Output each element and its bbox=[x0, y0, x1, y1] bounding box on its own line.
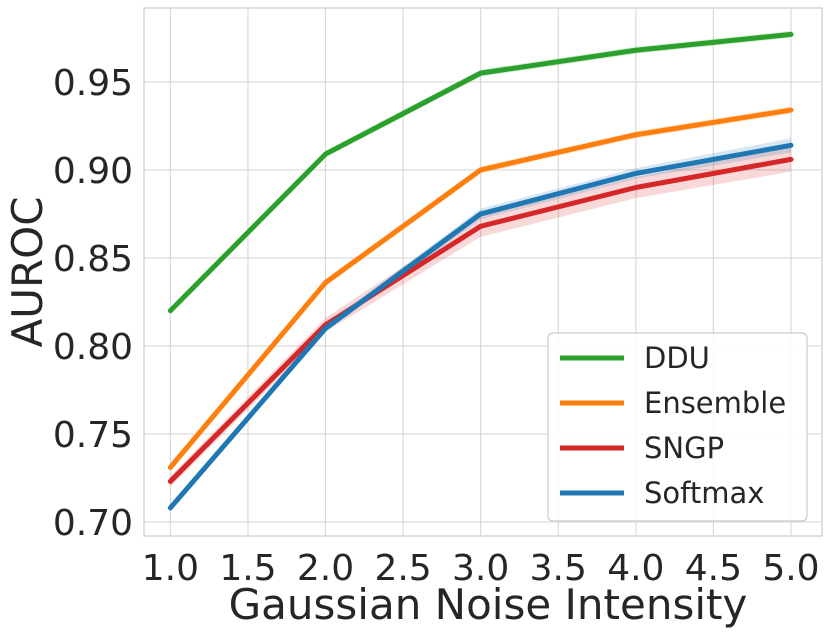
x-tick-label: 3.0 bbox=[452, 548, 509, 589]
x-tick-labels: 1.0 1.5 2.0 2.5 3.0 3.5 4.0 4.5 5.0 bbox=[142, 548, 820, 589]
x-axis-title: Gaussian Noise Intensity bbox=[229, 580, 748, 629]
y-tick-label: 0.75 bbox=[53, 415, 133, 456]
x-tick-label: 4.0 bbox=[607, 548, 664, 589]
x-tick-label: 4.5 bbox=[685, 548, 742, 589]
legend-label-ensemble: Ensemble bbox=[644, 386, 786, 420]
x-tick-label: 2.5 bbox=[374, 548, 431, 589]
x-tick-label: 2.0 bbox=[297, 548, 354, 589]
x-tick-label: 1.5 bbox=[219, 548, 276, 589]
series-lines bbox=[167, 31, 794, 511]
y-tick-label: 0.95 bbox=[53, 63, 133, 104]
legend-label-softmax: Softmax bbox=[644, 476, 764, 510]
y-tick-labels: 0.70 0.75 0.80 0.85 0.90 0.95 bbox=[53, 63, 133, 544]
y-tick-label: 0.85 bbox=[53, 239, 133, 280]
x-tick-label: 5.0 bbox=[762, 548, 819, 589]
y-axis-title: AUROC bbox=[3, 196, 52, 347]
x-tick-label: 1.0 bbox=[142, 548, 199, 589]
x-tick-label: 3.5 bbox=[530, 548, 587, 589]
legend-items: DDU Ensemble SNGP Softmax bbox=[560, 341, 786, 510]
legend-box bbox=[547, 332, 808, 522]
y-tick-label: 0.80 bbox=[53, 327, 133, 368]
y-tick-label: 0.70 bbox=[53, 503, 133, 544]
y-tick-label: 0.90 bbox=[53, 151, 133, 192]
legend: DDU Ensemble SNGP Softmax bbox=[547, 332, 808, 522]
band-sngp bbox=[170, 147, 791, 487]
legend-label-ddu: DDU bbox=[644, 341, 710, 375]
legend-label-sngp: SNGP bbox=[644, 431, 724, 465]
